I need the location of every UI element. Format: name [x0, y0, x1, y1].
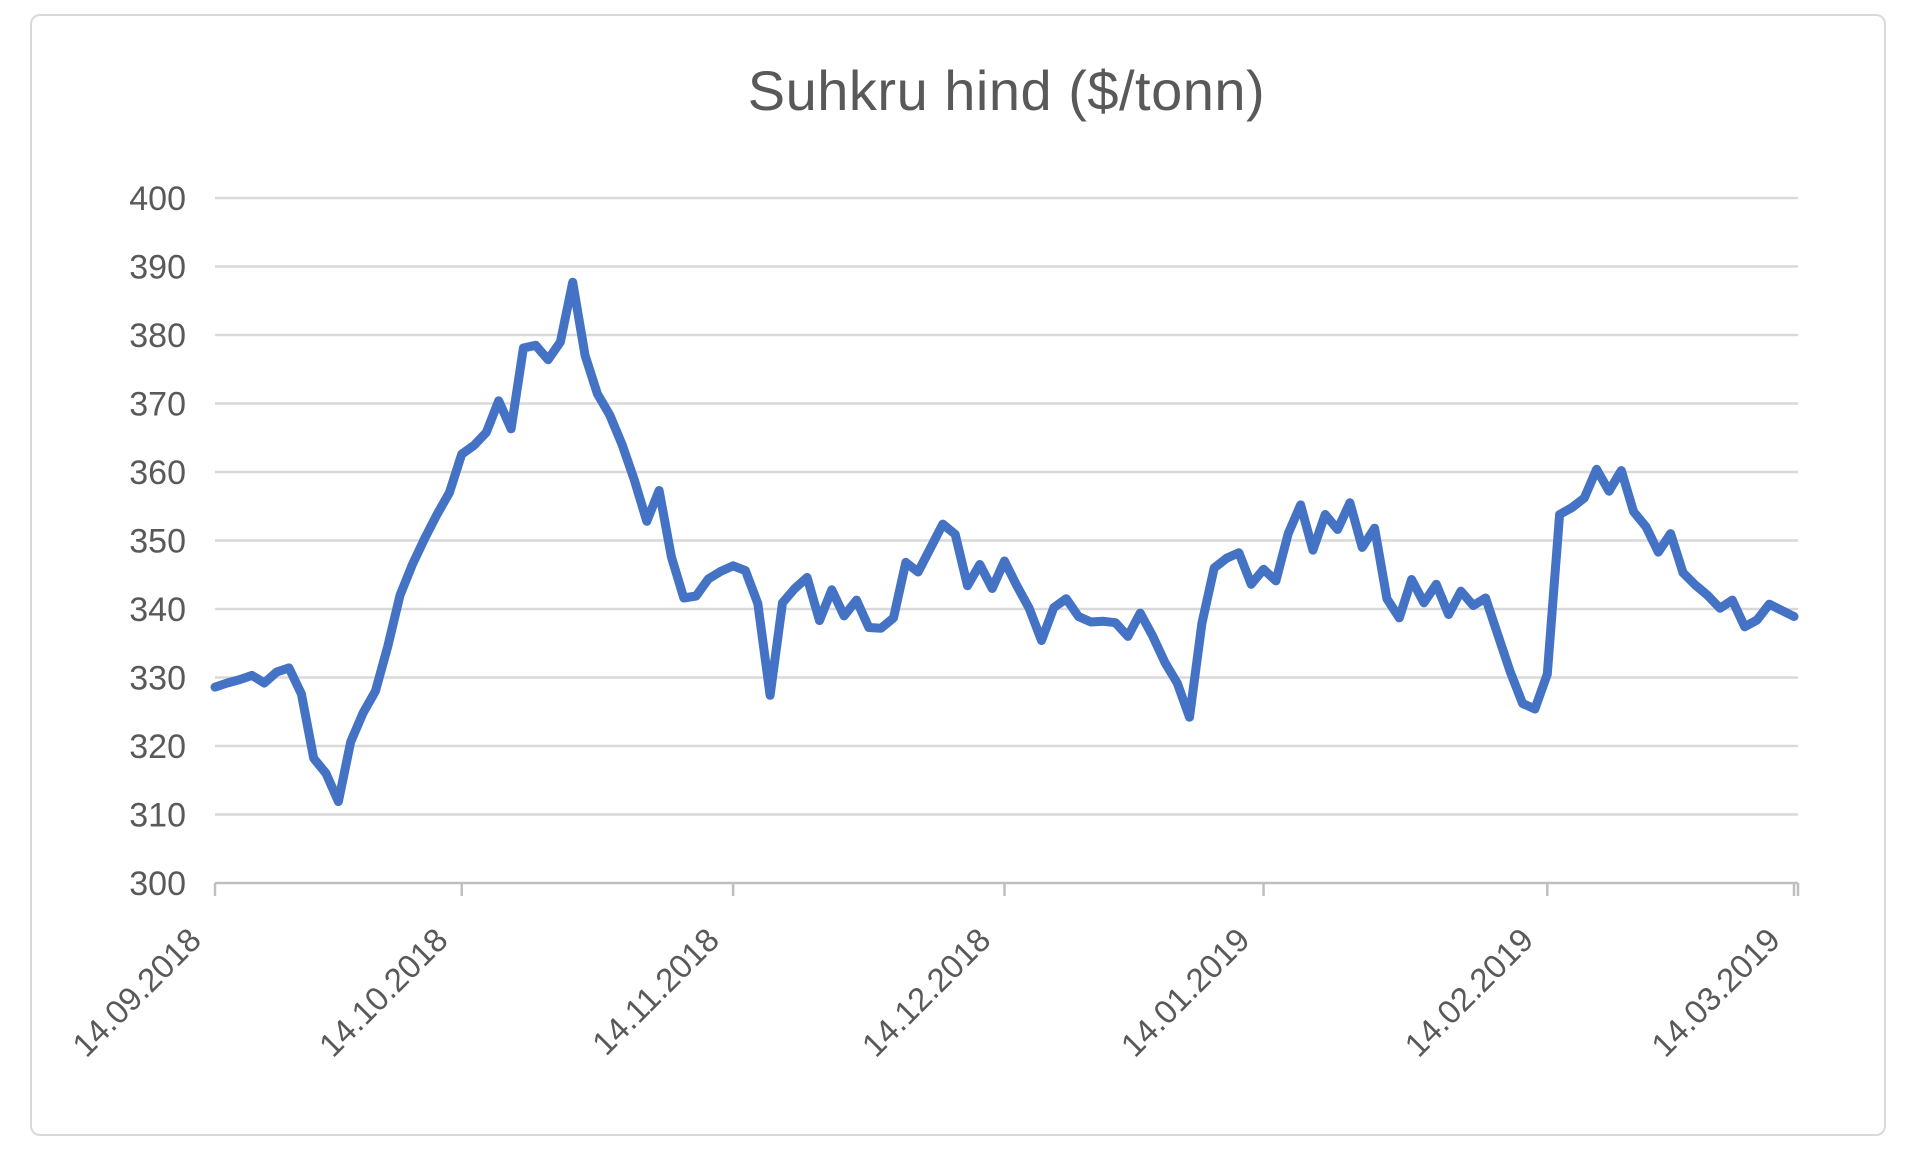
- x-axis-tick-label: 14.03.2019: [1644, 921, 1787, 1064]
- chart-frame: [30, 14, 1886, 1136]
- x-axis-tick-label: 14.11.2018: [585, 921, 726, 1062]
- y-axis-tick-label: 320: [129, 728, 186, 766]
- y-axis-tick-label: 370: [129, 386, 186, 424]
- y-axis-tick-label: 310: [129, 797, 186, 835]
- y-axis-tick-label: 400: [129, 180, 186, 218]
- chart-title: Suhkru hind ($/tonn): [747, 59, 1266, 122]
- price-line-series: [210, 277, 1799, 806]
- x-axis-tick-label: 14.10.2018: [312, 921, 455, 1064]
- y-axis-tick-label: 380: [129, 317, 186, 355]
- y-axis-tick-label: 300: [129, 865, 186, 903]
- y-axis-tick-label: 340: [129, 591, 186, 629]
- y-axis-tick-label: 390: [129, 249, 186, 287]
- x-axis-tick-label: 14.12.2018: [854, 921, 997, 1064]
- x-axis-tick-label: 14.09.2018: [65, 921, 208, 1064]
- y-axis-tick-label: 330: [129, 660, 186, 698]
- y-axis-tick-label: 350: [129, 523, 186, 561]
- x-axis-tick-label: 14.01.2019: [1114, 921, 1257, 1064]
- x-axis-tick-label: 14.02.2019: [1397, 921, 1540, 1064]
- y-axis-tick-label: 360: [129, 454, 186, 492]
